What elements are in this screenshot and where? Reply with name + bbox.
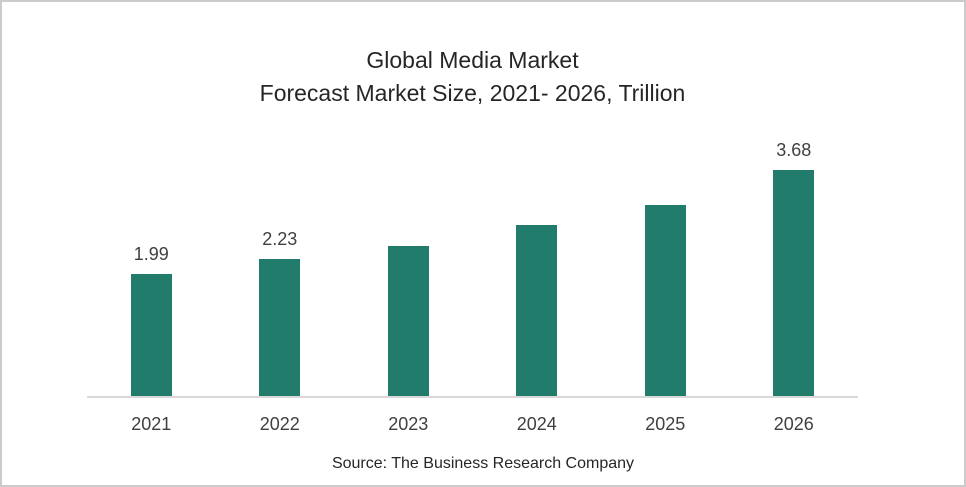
bar-value-label: 2.23: [262, 229, 298, 249]
x-tick-label: 2025: [645, 414, 686, 434]
bar-column-2024: [473, 132, 602, 396]
x-axis-labels: 2021 2022 2023 2024 2025 2026: [87, 414, 858, 435]
bar-column-2026: 3.68: [730, 132, 859, 396]
bar-2024: [516, 225, 558, 396]
source-caption: Source: The Business Research Company: [331, 455, 635, 472]
chart-title-line1: Global Media Market: [366, 47, 579, 73]
bar-value-label: 3.68: [776, 140, 812, 160]
bar-column-2022: 2.23: [216, 132, 345, 396]
bar-2025: [644, 205, 686, 396]
bar-2026: [773, 170, 815, 396]
bar-2022: [259, 259, 301, 396]
chart-title-line2: Forecast Market Size, 2021- 2026, Trilli…: [259, 80, 686, 106]
x-tick-label: 2021: [131, 414, 172, 434]
bar-2023: [387, 246, 429, 396]
x-tick-label: 2026: [773, 414, 814, 434]
bar-column-2025: [601, 132, 730, 396]
x-tick-label: 2023: [388, 414, 429, 434]
x-tick-label: 2022: [259, 414, 300, 434]
bar-value-label: 1.99: [133, 244, 169, 264]
bar-2021: [130, 274, 172, 396]
x-tick-label: 2024: [516, 414, 557, 434]
plot-area: 1.99 2.23 3.68: [87, 132, 858, 398]
chart-title: Global Media Market Forecast Market Size…: [87, 44, 858, 110]
bar-column-2021: 1.99: [87, 132, 216, 396]
bar-column-2023: [344, 132, 473, 396]
